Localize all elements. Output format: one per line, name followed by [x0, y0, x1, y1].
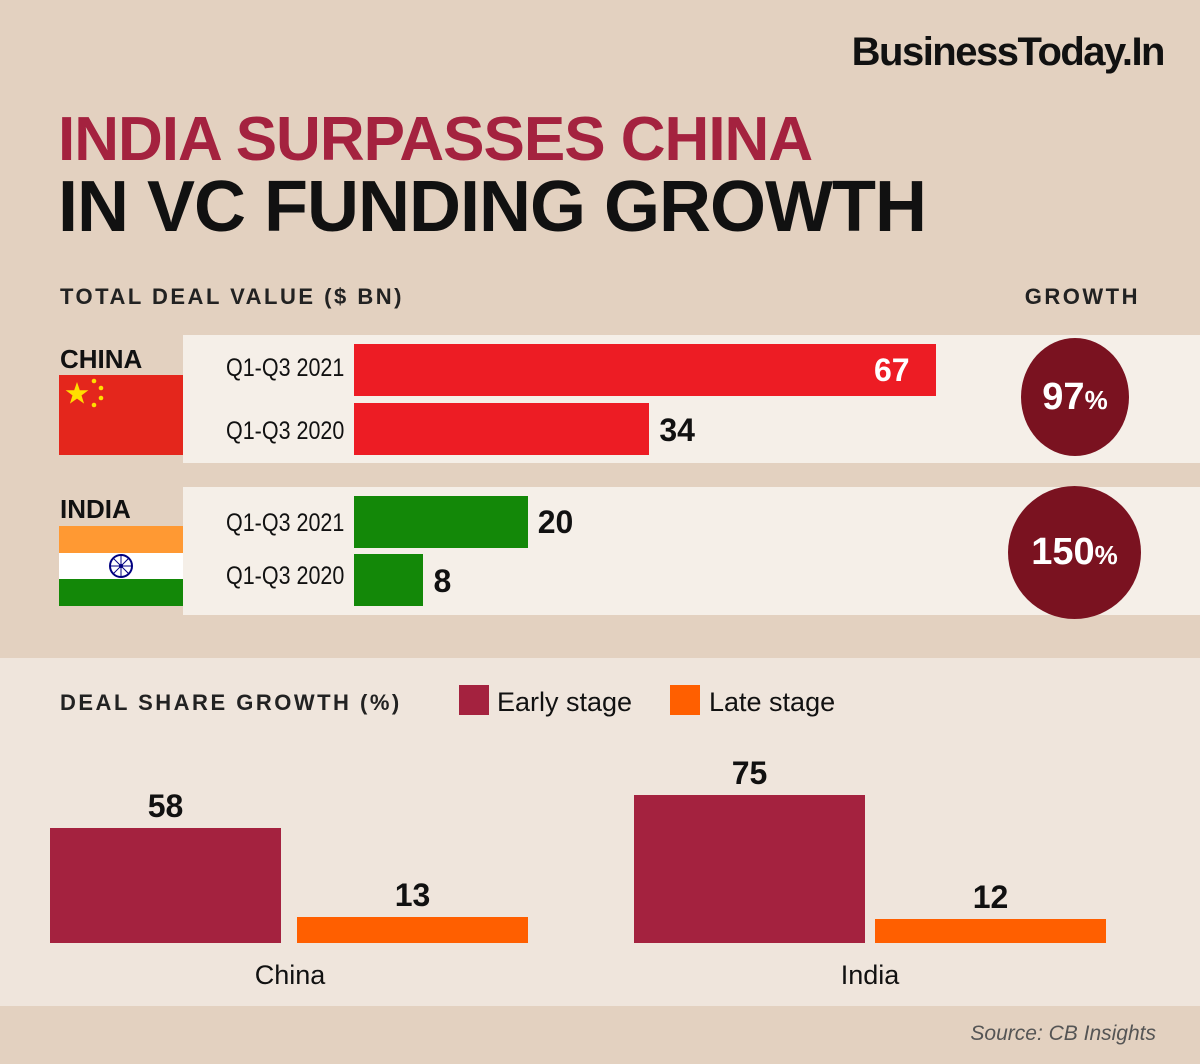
source-note: Source: CB Insights [970, 1022, 1156, 1045]
country-label-china: CHINA [60, 344, 143, 374]
india-flag-icon [59, 526, 183, 606]
title-line-2: IN VC FUNDING GROWTH [58, 167, 927, 247]
category-label-india: India [840, 960, 900, 990]
deal-share-title: DEAL SHARE GROWTH (%) [60, 690, 402, 715]
title-line-1: INDIA SURPASSES CHINA [58, 105, 813, 174]
period-label: Q1-Q3 2021 [226, 509, 345, 537]
legend-label-late: Late stage [709, 687, 836, 717]
period-label: Q1-Q3 2020 [226, 417, 345, 445]
country-label-india: INDIA [60, 494, 131, 524]
brand-logo: BusinessToday.In [851, 30, 1166, 74]
value-label: 13 [394, 877, 431, 914]
period-label: Q1-Q3 2021 [226, 354, 345, 382]
value-label: 12 [972, 879, 1009, 916]
growth-value: 97 [1042, 375, 1085, 418]
deal-value-title: TOTAL DEAL VALUE ($ BN) [60, 284, 404, 309]
bar-india-early [634, 794, 865, 943]
category-label-china: China [254, 960, 326, 990]
growth-header: GROWTH [1024, 284, 1140, 309]
bar-china-late [297, 917, 528, 943]
value-label: 67 [874, 352, 910, 388]
value-label: 58 [147, 788, 184, 825]
growth-unit: % [1094, 540, 1118, 570]
growth-badge-china: 97% [1021, 338, 1129, 456]
bar-india-late [875, 919, 1106, 943]
bar-india-2020 [354, 554, 424, 606]
value-label: 8 [433, 563, 452, 599]
growth-value: 150 [1031, 531, 1095, 573]
value-label: 75 [731, 754, 768, 791]
legend-swatch-late [670, 685, 700, 715]
growth-unit: % [1084, 384, 1108, 415]
growth-badge-india: 150% [1008, 486, 1141, 619]
period-label: Q1-Q3 2020 [226, 562, 345, 590]
value-label: 34 [659, 412, 695, 448]
legend-swatch-early [459, 685, 489, 715]
china-flag-icon [59, 375, 183, 455]
bar-china-early [50, 828, 281, 943]
legend-label-early: Early stage [497, 687, 633, 717]
bar-china-2020 [354, 403, 650, 455]
bar-china-2021 [354, 344, 936, 396]
bar-india-2021 [354, 496, 528, 548]
value-label: 20 [537, 504, 574, 540]
